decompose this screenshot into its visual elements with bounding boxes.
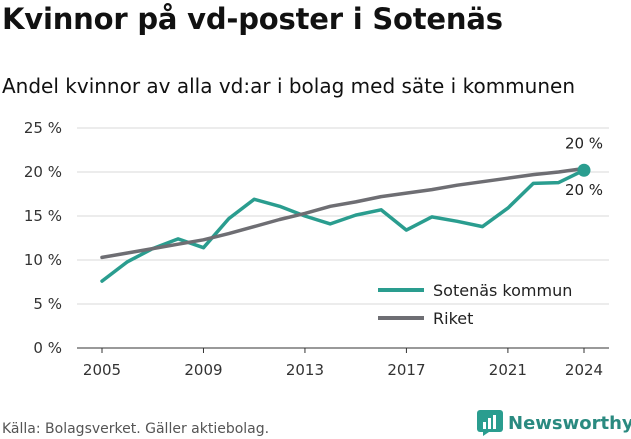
end-value-label-sotenas: 20 %	[565, 181, 603, 199]
x-tick-label: 2021	[489, 361, 527, 379]
brand-logo: Newsworthy	[477, 410, 631, 436]
y-tick-label: 10 %	[24, 251, 62, 269]
source-note: Källa: Bolagsverket. Gäller aktiebolag.	[2, 421, 270, 437]
series-line-riket	[100, 166, 586, 260]
legend-label: Sotenäs kommun	[433, 281, 572, 300]
line-chart: 0 % 5 % 10 % 15 % 20 % 25 % 2005 2009 2013 2017 20…	[24, 119, 609, 379]
x-tick-label: 2024	[565, 361, 603, 379]
bar-chart-icon	[477, 410, 503, 436]
x-tick-label: 2013	[286, 361, 324, 379]
y-tick-label: 15 %	[24, 207, 62, 225]
end-value-label-riket: 20 %	[565, 134, 603, 152]
x-tick-label: 2017	[387, 361, 425, 379]
legend-label: Riket	[433, 309, 473, 328]
chart-title: Kvinnor på vd-poster i Sotenäs	[2, 2, 503, 36]
y-tick-label: 5 %	[33, 295, 62, 313]
y-tick-label: 25 %	[24, 119, 62, 137]
brand-name: Newsworthy	[508, 412, 631, 434]
end-point-marker	[577, 163, 591, 177]
y-tick-label: 20 %	[24, 163, 62, 181]
y-tick-label: 0 %	[33, 339, 62, 357]
chart-subtitle: Andel kvinnor av alla vd:ar i bolag med …	[2, 74, 575, 98]
x-tick-label: 2005	[83, 361, 121, 379]
x-tick-label: 2009	[184, 361, 222, 379]
series-line-sotenas	[100, 168, 586, 283]
